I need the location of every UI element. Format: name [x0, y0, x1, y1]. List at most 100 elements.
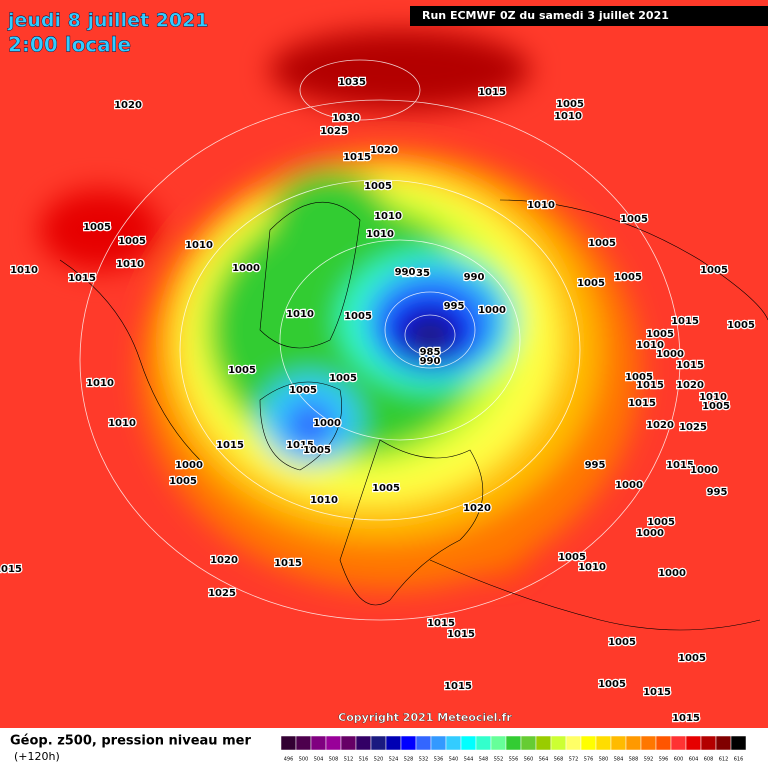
colorbar-swatch [325, 735, 342, 751]
isobar-label: 1005 [118, 236, 146, 247]
colorbar-swatch [340, 735, 357, 751]
isobar-label: 1005 [364, 181, 392, 192]
isobar-label: 1015 [286, 440, 314, 451]
isobar-label: 1015 [643, 687, 671, 698]
colorbar-label: 500 [299, 757, 309, 763]
isobar-label: 1010 [10, 265, 38, 276]
isobar-label: 1000 [690, 465, 718, 476]
isobar-label: 1010 [286, 309, 314, 320]
colorbar: 496 500 504 508 512 516 520 524 528 532 536 540 544 5… [280, 735, 747, 763]
isobar-label: 1005 [289, 385, 317, 396]
isobar-label: 1015 [628, 398, 656, 409]
colorbar-swatch [400, 735, 417, 751]
isobar-label: 1000 [478, 305, 506, 316]
colorbar-swatch [550, 735, 567, 751]
colorbar-swatch [295, 735, 312, 751]
colorbar-swatch [520, 735, 537, 751]
colorbar-label: 548 [479, 757, 489, 763]
coastlines [59, 199, 768, 631]
colorbar-label: 544 [464, 757, 474, 763]
colorbar-label: 560 [524, 757, 534, 763]
isobar-label: 1025 [320, 126, 348, 137]
isobar-label: 1010 [578, 562, 606, 573]
copyright: Copyright 2021 Meteociel.fr [338, 711, 512, 724]
isobar-label: 1015 [447, 629, 475, 640]
colorbar-swatch [460, 735, 477, 751]
colorbar-swatch [355, 735, 372, 751]
isobar-label: 990 [464, 272, 485, 283]
colorbar-swatch [415, 735, 432, 751]
isobar-label: 1005 [169, 476, 197, 487]
colorbar-swatch [280, 735, 297, 751]
isobar-label: 1005 [678, 653, 706, 664]
colorbar-swatch [385, 735, 402, 751]
isobar-label: 995 [444, 301, 465, 312]
colorbar-label: 616 [734, 757, 744, 763]
colorbar-swatch [655, 735, 672, 751]
isobar-label: 1015 [636, 380, 664, 391]
isobar-label: 1005 [620, 214, 648, 225]
isobar-label: 1035 [402, 268, 430, 279]
isobar-label: 1010 [310, 495, 338, 506]
isobar-label: 1015 [672, 713, 700, 724]
legend-title: Géop. z500, pression niveau mer [10, 734, 251, 749]
colorbar-label: 504 [314, 757, 324, 763]
isobar-label: 1015 [274, 558, 302, 569]
colorbar-label: 556 [509, 757, 519, 763]
colorbar-swatch [310, 735, 327, 751]
isobar-label: 1005 [700, 265, 728, 276]
isobar-label: 1005 [702, 401, 730, 412]
isobar-label: 1020 [114, 100, 142, 111]
colorbar-label: 524 [389, 757, 399, 763]
isobar-label: 1020 [646, 420, 674, 431]
colorbar-swatch [595, 735, 612, 751]
colorbar-label: 532 [419, 757, 429, 763]
colorbar-swatch [670, 735, 687, 751]
isobar-label: 1010 [636, 340, 664, 351]
colorbar-swatch [505, 735, 522, 751]
isobar-label: 1015 [671, 316, 699, 327]
isobar-label: 1010 [366, 229, 394, 240]
isobar-label: 1010 [108, 418, 136, 429]
colorbar-swatch [535, 735, 552, 751]
colorbar-swatch [700, 735, 717, 751]
colorbar-swatch [610, 735, 627, 751]
colorbar-label: 612 [719, 757, 729, 763]
isobar-label: 1005 [558, 552, 586, 563]
isobar-label: 1005 [588, 238, 616, 249]
colorbar-label: 596 [659, 757, 669, 763]
isobar-label: 1020 [676, 380, 704, 391]
isobar-label: 1005 [228, 365, 256, 376]
isobar-label: 1005 [83, 222, 111, 233]
isobar-label: 1035 [338, 77, 366, 88]
isobar-label: 1005 [727, 320, 755, 331]
isobar-label: 1000 [232, 263, 260, 274]
isobar-label: 990 [420, 356, 441, 367]
isobar-label: 1015 [666, 460, 694, 471]
colorbar-label: 564 [539, 757, 549, 763]
isobar-label: 1010 [699, 392, 727, 403]
isobar-label: 1005 [598, 679, 626, 690]
colorbar-label: 604 [689, 757, 699, 763]
isobar-label: 1005 [608, 637, 636, 648]
isobar-label: 1015 [478, 87, 506, 98]
isobars [79, 59, 681, 621]
isobar-label: 995 [585, 460, 606, 471]
colorbar-swatch [475, 735, 492, 751]
isobar-label: 1005 [646, 329, 674, 340]
colorbar-label: 576 [584, 757, 594, 763]
time: 2:00 locale [8, 33, 131, 57]
colorbar-swatch [445, 735, 462, 751]
colorbar-label: 592 [644, 757, 654, 763]
colorbar-label: 552 [494, 757, 504, 763]
legend-subtitle: (+120h) [14, 750, 60, 763]
isobar-label: 1015 [444, 681, 472, 692]
isobar-label: 1015 [343, 152, 371, 163]
colorbar-label: 536 [434, 757, 444, 763]
isobar-label: 1000 [313, 418, 341, 429]
colorbar-swatch [430, 735, 447, 751]
isobar-label: 1015 [0, 564, 22, 575]
colorbar-label: 572 [569, 757, 579, 763]
isobar-label: 1010 [554, 111, 582, 122]
